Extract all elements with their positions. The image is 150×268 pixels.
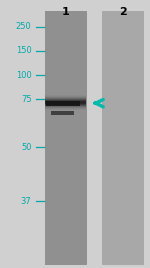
Bar: [45, 109, 86, 110]
Bar: [45, 95, 86, 96]
Text: 1: 1: [62, 7, 70, 17]
Text: 50: 50: [21, 143, 32, 152]
Bar: [51, 111, 74, 115]
Bar: [45, 107, 86, 108]
Bar: [46, 101, 80, 106]
Bar: [45, 96, 86, 97]
Bar: [45, 98, 86, 99]
Bar: [102, 11, 144, 265]
Bar: [45, 97, 86, 98]
Text: 100: 100: [16, 70, 32, 80]
Bar: [45, 102, 86, 103]
Bar: [45, 108, 86, 109]
Text: 2: 2: [119, 7, 127, 17]
Text: 250: 250: [16, 22, 32, 31]
Bar: [45, 100, 86, 101]
Bar: [45, 99, 86, 100]
Bar: [45, 11, 87, 265]
Text: 37: 37: [21, 196, 32, 206]
Bar: [45, 104, 86, 105]
Bar: [45, 105, 86, 106]
Bar: [45, 106, 86, 107]
Bar: [45, 103, 86, 104]
Text: 150: 150: [16, 46, 32, 55]
Bar: [45, 101, 86, 102]
Text: 75: 75: [21, 95, 32, 104]
